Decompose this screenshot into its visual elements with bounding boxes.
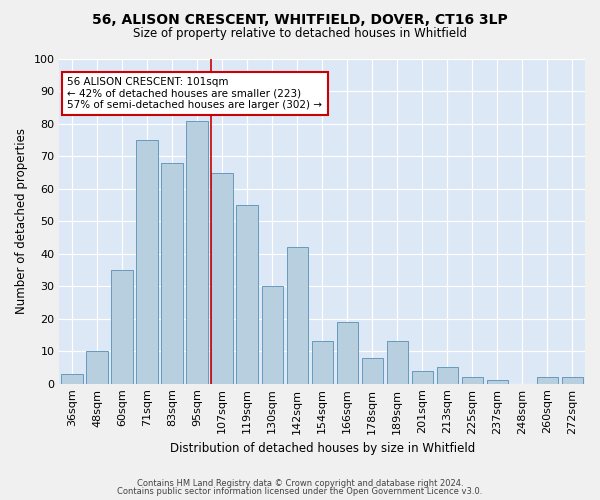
Bar <box>437 368 458 384</box>
X-axis label: Distribution of detached houses by size in Whitfield: Distribution of detached houses by size … <box>170 442 475 455</box>
Bar <box>462 377 483 384</box>
Bar <box>337 322 358 384</box>
Y-axis label: Number of detached properties: Number of detached properties <box>15 128 28 314</box>
Bar <box>61 374 83 384</box>
Text: 56 ALISON CRESCENT: 101sqm
← 42% of detached houses are smaller (223)
57% of sem: 56 ALISON CRESCENT: 101sqm ← 42% of deta… <box>67 77 322 110</box>
Bar <box>161 163 182 384</box>
Text: 56, ALISON CRESCENT, WHITFIELD, DOVER, CT16 3LP: 56, ALISON CRESCENT, WHITFIELD, DOVER, C… <box>92 12 508 26</box>
Bar <box>487 380 508 384</box>
Bar <box>236 205 258 384</box>
Bar <box>562 377 583 384</box>
Bar <box>187 120 208 384</box>
Bar <box>136 140 158 384</box>
Bar <box>211 172 233 384</box>
Bar <box>262 286 283 384</box>
Bar <box>287 248 308 384</box>
Bar <box>412 370 433 384</box>
Bar <box>112 270 133 384</box>
Text: Contains HM Land Registry data © Crown copyright and database right 2024.: Contains HM Land Registry data © Crown c… <box>137 478 463 488</box>
Bar <box>311 342 333 384</box>
Text: Contains public sector information licensed under the Open Government Licence v3: Contains public sector information licen… <box>118 487 482 496</box>
Bar <box>386 342 408 384</box>
Text: Size of property relative to detached houses in Whitfield: Size of property relative to detached ho… <box>133 28 467 40</box>
Bar <box>362 358 383 384</box>
Bar <box>537 377 558 384</box>
Bar <box>86 351 107 384</box>
